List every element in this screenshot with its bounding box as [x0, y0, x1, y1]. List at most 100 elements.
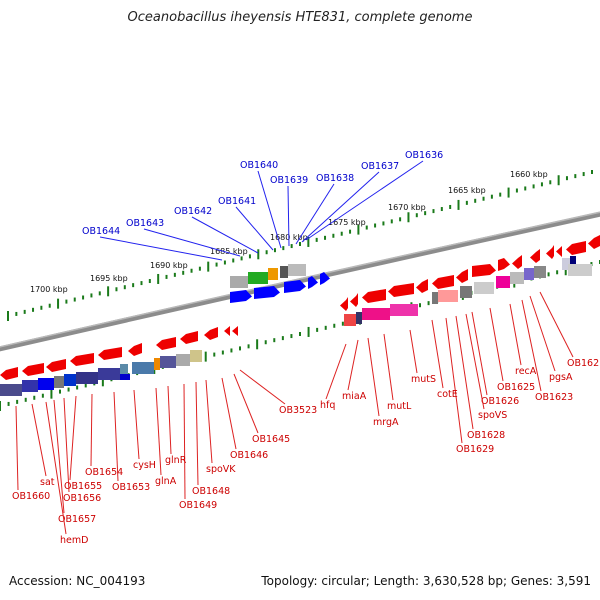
callout-line [235, 206, 274, 251]
callout-line [239, 369, 286, 405]
callout-line [183, 383, 186, 500]
callout-line [471, 311, 488, 396]
callout-line [99, 236, 223, 261]
gene-features [0, 235, 600, 396]
gene-block [54, 376, 64, 388]
gene-label-ob1621: OB1621 [567, 358, 600, 369]
callout-line [445, 317, 463, 444]
gene-block [474, 282, 494, 294]
kbp-label: 1690 kbp [150, 261, 188, 270]
red-gene-arrow [432, 275, 454, 289]
gene-label-spovs: spoVS [478, 410, 507, 421]
blue-gene-arrow [284, 280, 306, 293]
gene-label-ob1656: OB1656 [63, 493, 101, 504]
gene-label-ob3523: OB3523 [279, 405, 317, 416]
genome-backbone [0, 211, 600, 352]
gene-label-spovk: spoVK [206, 464, 236, 475]
red-gene-arrow [498, 258, 510, 271]
gene-block [190, 350, 202, 362]
gene-block [38, 378, 54, 390]
gene-block [154, 358, 160, 370]
red-gene-arrow [128, 343, 142, 356]
gene-block [496, 276, 510, 288]
gene-label-ob1649: OB1649 [179, 500, 217, 511]
gene-label-ob1654: OB1654 [85, 467, 123, 478]
callout-line [383, 333, 394, 401]
callout-line [195, 381, 199, 486]
gene-label-ob1628: OB1628 [467, 430, 505, 441]
gene-block [132, 362, 154, 374]
gene-block [120, 374, 130, 380]
bottom-gene-callouts: OB1621 pgsA OB1623 recA OB1625 OB1626 spoVS OB1… [12, 291, 600, 546]
gene-block [76, 372, 98, 384]
gene-block [98, 368, 120, 380]
gene-label-ob1639: OB1639 [270, 175, 308, 186]
red-gene-arrow [512, 255, 522, 269]
gene-label-ob1629: OB1629 [456, 444, 494, 455]
gene-label-mrga: mrgA [373, 417, 399, 428]
gene-block [510, 272, 524, 284]
gene-label-ob1660: OB1660 [12, 491, 50, 502]
gene-label-ob1657: OB1657 [58, 514, 96, 525]
callout-line [31, 403, 47, 477]
gene-block [524, 268, 534, 280]
callout-line [63, 397, 70, 493]
blue-gene-arrow [254, 286, 280, 299]
gene-label-ob1640: OB1640 [240, 160, 278, 171]
top-gene-callouts: OB1636 OB1637 OB1638 OB1639 OB1640 OB1641 OB16… [82, 150, 443, 261]
gene-block [438, 290, 458, 302]
gene-label-ob1646: OB1646 [230, 450, 268, 461]
gene-label-ob1625: OB1625 [497, 382, 535, 393]
callout-line [133, 389, 140, 460]
gene-label-ob1655: OB1655 [64, 481, 102, 492]
gene-label-hemd: hemD [60, 535, 88, 546]
callout-line [409, 329, 418, 374]
gene-block [344, 314, 356, 326]
callout-line [347, 339, 359, 391]
callout-line [509, 303, 522, 366]
callout-line [287, 185, 290, 247]
outer-tick-track [7, 170, 593, 321]
red-gene-arrow [566, 241, 586, 255]
gene-label-ob1653: OB1653 [112, 482, 150, 493]
callout-line [90, 393, 93, 467]
callout-line [489, 307, 504, 382]
red-gene-arrow [350, 293, 358, 307]
callout-line [455, 315, 474, 430]
gene-block [356, 312, 362, 324]
kbp-label: 1670 kbp [388, 203, 426, 212]
red-gene-arrow [588, 235, 600, 249]
callout-line [143, 228, 241, 257]
callout-line [295, 183, 335, 245]
callout-line [431, 319, 444, 389]
blue-gene-arrow [308, 276, 318, 289]
red-gene-arrow [416, 279, 428, 293]
gene-label-pgsa: pgsA [549, 372, 573, 383]
callout-line [221, 377, 237, 450]
red-gene-arrow [46, 359, 66, 372]
callout-line [113, 391, 119, 482]
gene-block [120, 364, 128, 376]
callout-line [465, 313, 485, 410]
gene-block [534, 266, 546, 278]
gene-block [390, 304, 418, 316]
red-gene-arrow [456, 269, 468, 283]
gene-label-sat: sat [40, 477, 55, 488]
gene-block [248, 272, 268, 284]
kbp-label: 1695 kbp [90, 274, 128, 283]
gene-block [280, 266, 288, 278]
gene-block [362, 308, 390, 320]
red-gene-arrow [70, 353, 94, 366]
red-gene-arrow [224, 323, 230, 336]
gene-label-glnr: glnR [165, 455, 187, 466]
gene-label-cote: cotE [437, 389, 458, 400]
topology-summary: Topology: circular; Length: 3,630,528 bp… [261, 574, 591, 588]
red-gene-arrow [546, 245, 554, 259]
gene-label-mutl: mutL [387, 401, 412, 412]
kbp-label: 1660 kbp [510, 170, 548, 179]
callout-line [167, 385, 172, 455]
gene-label-ob1648: OB1648 [192, 486, 230, 497]
gene-block [230, 276, 248, 288]
callout-line [529, 295, 556, 372]
